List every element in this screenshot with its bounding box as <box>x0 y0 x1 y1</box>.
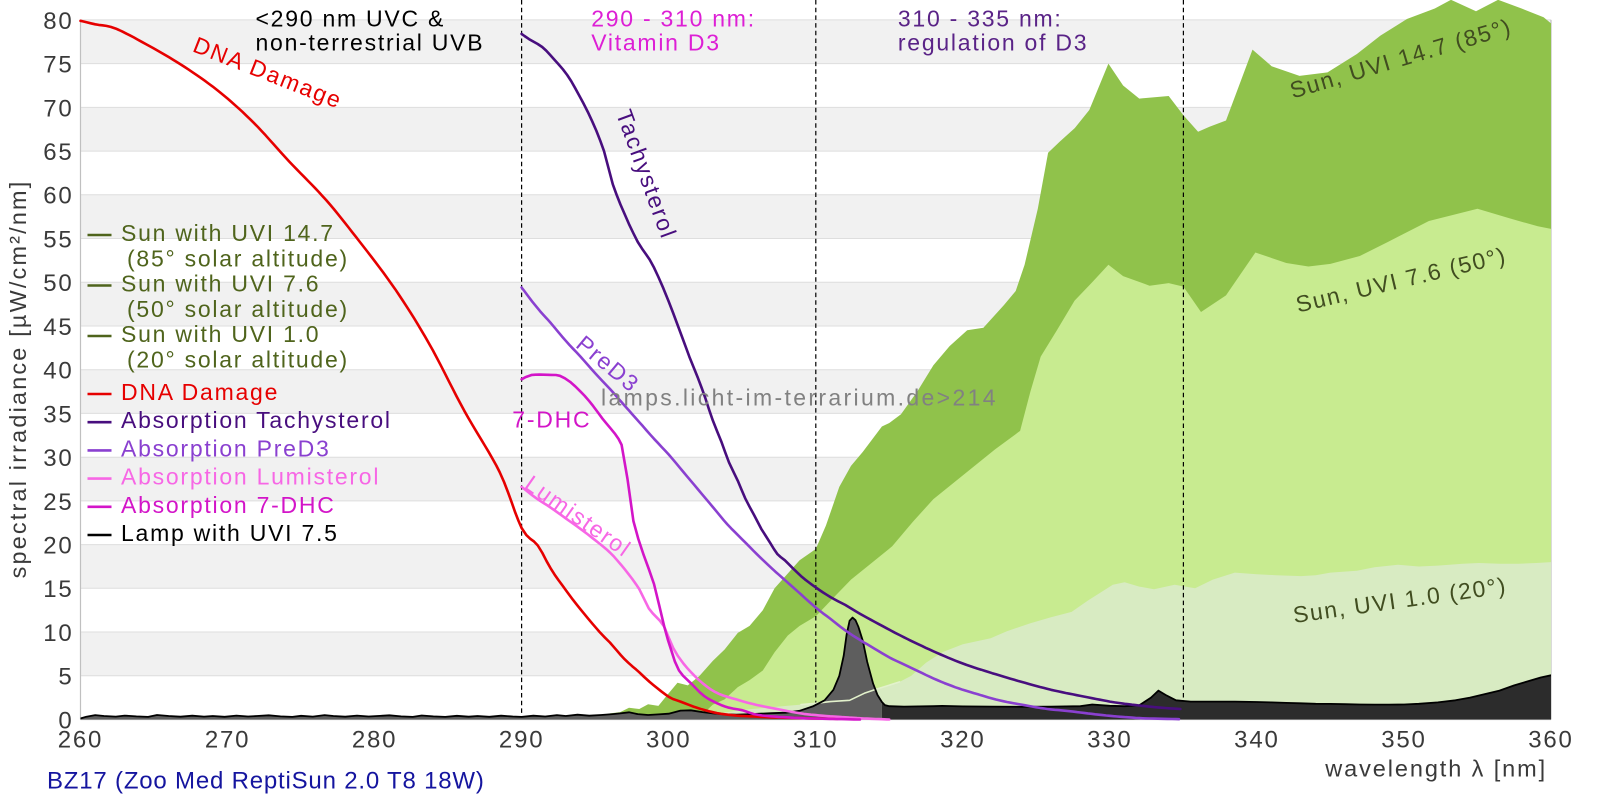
svg-text:Sun with UVI 7.6: Sun with UVI 7.6 <box>121 271 320 297</box>
svg-text:Sun with UVI 14.7: Sun with UVI 14.7 <box>121 220 335 246</box>
svg-text:spectral irradiance [µW/cm²/nm: spectral irradiance [µW/cm²/nm] <box>5 180 31 579</box>
svg-text:7-DHC: 7-DHC <box>512 407 591 433</box>
svg-text:Lamp with UVI 7.5: Lamp with UVI 7.5 <box>121 520 339 546</box>
svg-text:Absorption Tachysterol: Absorption Tachysterol <box>121 407 392 433</box>
svg-text:lamps.licht-im-terrarium.de>21: lamps.licht-im-terrarium.de>214 <box>601 384 998 410</box>
svg-text:<290 nm UVC &: <290 nm UVC & <box>256 5 446 31</box>
svg-text:65: 65 <box>43 139 73 166</box>
svg-text:Absorption PreD3: Absorption PreD3 <box>121 435 331 461</box>
svg-text:35: 35 <box>43 401 73 428</box>
svg-text:(85° solar altitude): (85° solar altitude) <box>127 246 349 272</box>
svg-text:5: 5 <box>58 664 73 691</box>
svg-text:20: 20 <box>43 533 73 560</box>
svg-text:280: 280 <box>352 727 397 754</box>
svg-text:non-terrestrial UVB: non-terrestrial UVB <box>256 30 485 56</box>
svg-text:25: 25 <box>43 489 73 516</box>
svg-text:70: 70 <box>43 95 73 122</box>
svg-text:wavelength λ [nm]: wavelength λ [nm] <box>1324 755 1547 781</box>
svg-text:(20° solar altitude): (20° solar altitude) <box>127 347 349 373</box>
svg-text:40: 40 <box>43 358 73 385</box>
svg-text:300: 300 <box>646 727 691 754</box>
svg-text:75: 75 <box>43 52 73 79</box>
svg-text:270: 270 <box>205 727 250 754</box>
svg-text:0: 0 <box>58 707 73 734</box>
svg-text:320: 320 <box>940 727 985 754</box>
svg-text:290: 290 <box>499 727 544 754</box>
svg-text:310: 310 <box>793 727 838 754</box>
svg-text:260: 260 <box>58 727 103 754</box>
svg-text:45: 45 <box>43 314 73 341</box>
svg-text:55: 55 <box>43 226 73 253</box>
svg-text:290 - 310 nm:: 290 - 310 nm: <box>591 5 756 31</box>
svg-text:Vitamin D3: Vitamin D3 <box>591 30 721 56</box>
svg-text:regulation of D3: regulation of D3 <box>898 30 1088 56</box>
svg-text:360: 360 <box>1528 727 1573 754</box>
svg-text:(50° solar altitude): (50° solar altitude) <box>127 296 349 322</box>
svg-text:50: 50 <box>43 270 73 297</box>
svg-text:310 - 335 nm:: 310 - 335 nm: <box>898 5 1063 31</box>
svg-text:10: 10 <box>43 620 73 647</box>
svg-text:80: 80 <box>43 8 73 35</box>
svg-text:340: 340 <box>1234 727 1279 754</box>
svg-text:30: 30 <box>43 445 73 472</box>
svg-text:350: 350 <box>1381 727 1426 754</box>
svg-text:15: 15 <box>43 576 73 603</box>
svg-text:Sun with UVI 1.0: Sun with UVI 1.0 <box>121 321 320 347</box>
svg-text:330: 330 <box>1087 727 1132 754</box>
svg-text:60: 60 <box>43 183 73 210</box>
svg-text:Absorption 7-DHC: Absorption 7-DHC <box>121 492 336 518</box>
svg-text:Absorption Lumisterol: Absorption Lumisterol <box>121 464 380 490</box>
svg-text:DNA Damage: DNA Damage <box>121 379 279 405</box>
svg-text:BZ17 (Zoo Med ReptiSun 2.0 T8: BZ17 (Zoo Med ReptiSun 2.0 T8 18W) <box>47 768 485 795</box>
